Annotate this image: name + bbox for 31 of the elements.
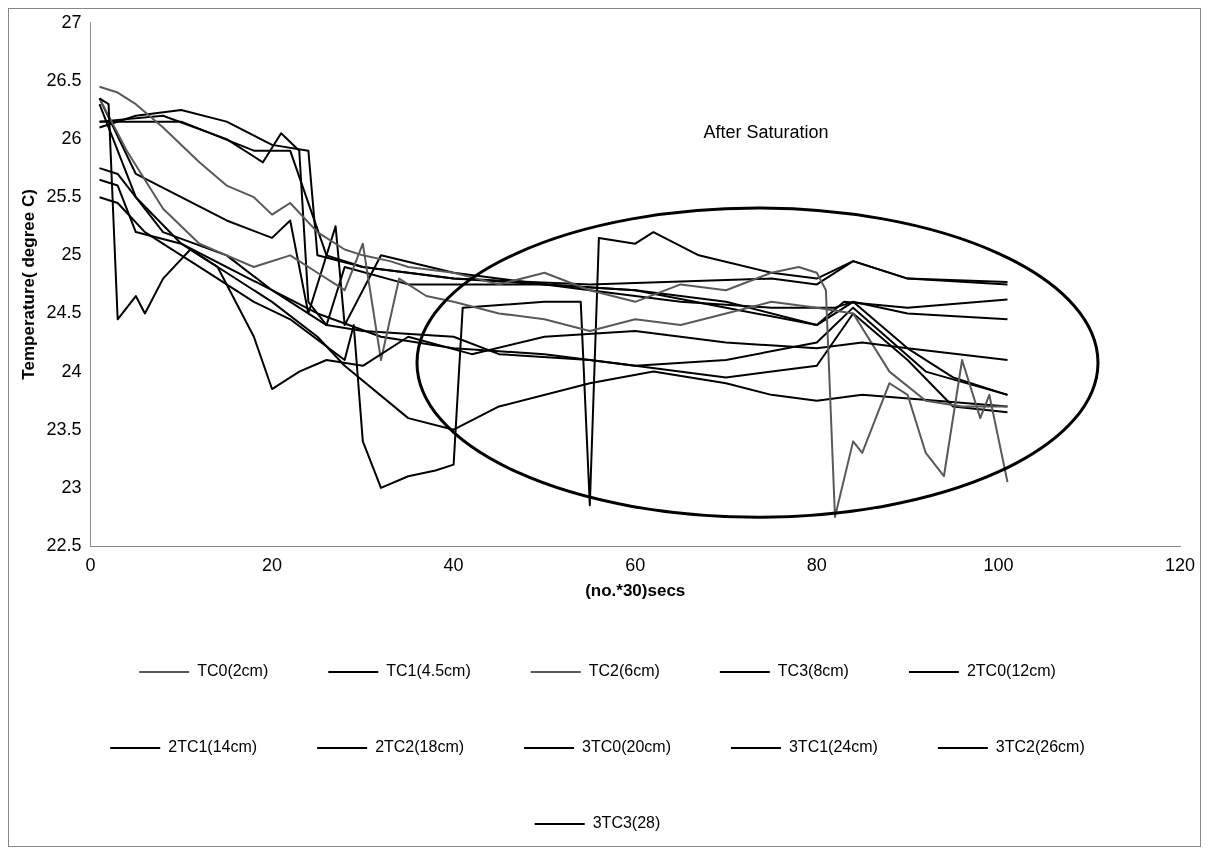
y-tick-label: 25.5 (46, 186, 82, 207)
x-tick-label: 80 (806, 554, 827, 575)
legend-label: TC2(6cm) (588, 662, 660, 680)
annotation: After Saturation (703, 121, 829, 142)
y-tick-label: 22.5 (46, 534, 82, 555)
y-tick-label: 24 (61, 360, 82, 381)
legend-label: 2TC0(12cm) (966, 662, 1056, 680)
x-tick-label: 100 (983, 554, 1014, 575)
y-tick-label: 26.5 (46, 69, 82, 90)
legend-label: 3TC0(20cm) (582, 738, 671, 756)
y-tick-label: 27 (61, 11, 82, 32)
legend-label: 2TC1(14cm) (168, 738, 258, 756)
x-axis-title: (no.*30)secs (585, 581, 686, 601)
x-tick-label: 120 (1164, 554, 1196, 575)
legend-label: TC3(8cm) (777, 662, 849, 680)
legend-label: TC0(2cm) (197, 662, 269, 680)
y-tick-label: 25 (61, 244, 82, 265)
y-tick-label: 23.5 (46, 418, 82, 439)
legend-label: 3TC3(28) (592, 814, 661, 832)
legend-label: 2TC2(18cm) (375, 738, 465, 756)
legend-label: 3TC1(24cm) (788, 738, 878, 756)
y-tick-label: 23 (61, 476, 82, 497)
y-tick-label: 24.5 (46, 302, 82, 323)
legend-label: TC1(4.5cm) (386, 662, 471, 680)
x-tick-label: 20 (262, 554, 283, 575)
x-tick-label: 0 (85, 554, 96, 575)
x-tick-label: 60 (625, 554, 646, 575)
y-tick-label: 26 (61, 128, 82, 149)
x-tick-label: 40 (443, 554, 464, 575)
y-axis-title: Temperature( degree C) (18, 189, 38, 380)
legend-label: 3TC2(26cm) (995, 738, 1085, 756)
